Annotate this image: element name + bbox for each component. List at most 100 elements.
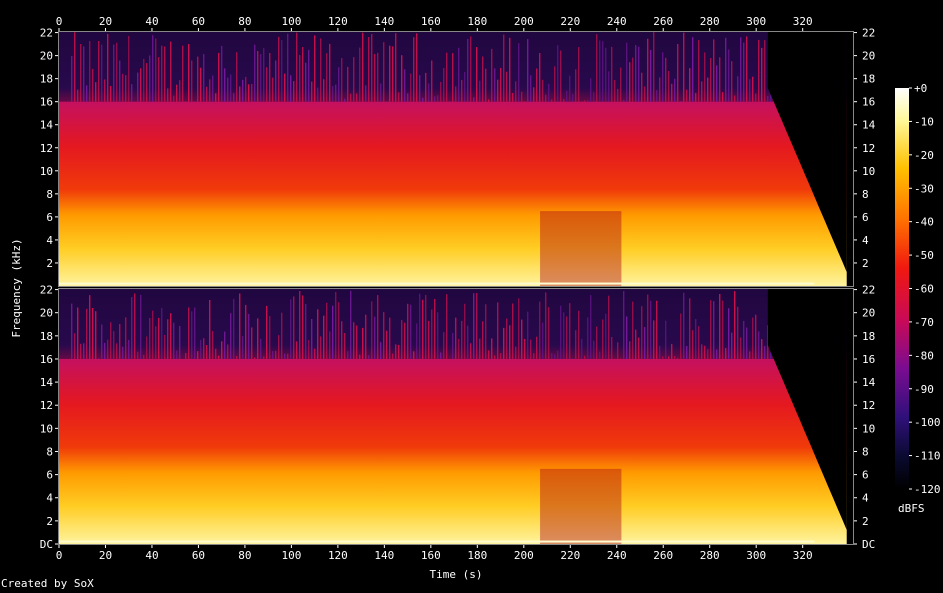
streak [161, 308, 163, 359]
streak [440, 352, 442, 359]
y-tick-label-left: 10 [40, 422, 53, 435]
streak [197, 56, 199, 102]
streak [533, 353, 535, 359]
streak [161, 45, 163, 102]
streak [371, 301, 373, 359]
streak [536, 336, 538, 359]
streak [287, 353, 289, 359]
streak [680, 101, 682, 102]
streak [419, 293, 421, 359]
streak [119, 60, 121, 102]
x-tick-label-bottom: 320 [793, 549, 813, 562]
x-tick-label-bottom: 120 [328, 549, 348, 562]
streak [107, 33, 109, 102]
streak [83, 46, 85, 102]
colorbar-tick-label: -60 [914, 283, 934, 296]
streak [251, 327, 253, 359]
streak [566, 90, 568, 102]
streak [125, 317, 127, 359]
y-tick-label-right: 22 [862, 284, 875, 297]
streak [455, 86, 457, 102]
y-tick-label-left: 14 [40, 376, 54, 389]
streak [662, 356, 664, 359]
streak [623, 291, 625, 359]
y-tick-label-left: 16 [40, 96, 53, 109]
streak [365, 314, 367, 359]
streak [116, 343, 118, 359]
streak [728, 308, 730, 359]
x-tick-label-top: 320 [793, 15, 813, 28]
streak [350, 93, 352, 102]
streak [446, 294, 448, 359]
streak [746, 327, 748, 359]
y-tick-label-right: 18 [862, 73, 875, 86]
streak [197, 351, 199, 359]
streak [674, 356, 676, 359]
streak [317, 309, 319, 359]
streak [509, 37, 511, 102]
streak [368, 355, 370, 359]
y-tick-label-right: 22 [862, 27, 875, 40]
streak [305, 62, 307, 102]
x-axis-bottom: 0 20 40 60 80 100 120 140 160 180 200 220 240 260 280 3… [56, 545, 813, 562]
streak [92, 68, 94, 102]
streak [332, 305, 334, 359]
streak [578, 47, 580, 102]
streak [104, 79, 106, 102]
streak [554, 66, 556, 102]
streak [590, 295, 592, 359]
colorbar-ticks: +0 -10 -20 -30 -40 -50 -60 -70 -80 -90 -100 -110 -12… [909, 82, 941, 496]
y-tick-label-left: 10 [40, 165, 53, 178]
streak [95, 82, 97, 102]
y-tick-label-right: 4 [862, 492, 869, 505]
streak [395, 33, 397, 102]
x-tick-label-top: 300 [746, 15, 766, 28]
streak [188, 44, 190, 102]
streak [305, 303, 307, 359]
streak [530, 75, 532, 102]
streak [575, 330, 577, 359]
y-tick-label-right: 14 [862, 119, 876, 132]
streak [173, 322, 175, 359]
streak [725, 37, 727, 102]
streak [284, 73, 286, 102]
streak [485, 304, 487, 359]
streak [218, 355, 220, 359]
streak [440, 81, 442, 102]
x-tick-label-top: 40 [145, 15, 158, 28]
y-tick-label-left: 8 [46, 445, 53, 458]
streak [149, 318, 151, 359]
streak [542, 79, 544, 102]
streak [521, 319, 523, 359]
streak [665, 57, 667, 102]
streak [332, 86, 334, 102]
streak [143, 58, 145, 102]
streak [365, 85, 367, 102]
streak [278, 335, 280, 359]
streak [524, 101, 526, 102]
streak [302, 295, 304, 359]
streak [233, 93, 235, 102]
streak [98, 358, 100, 359]
streak [311, 319, 313, 359]
streak [752, 76, 754, 102]
streak [629, 62, 631, 102]
streak [113, 44, 115, 102]
x-tick-label-top: 160 [421, 15, 441, 28]
streak [590, 78, 592, 102]
streak [71, 56, 73, 102]
x-tick-label-top: 280 [700, 15, 720, 28]
x-tick-label-bottom: 0 [56, 549, 63, 562]
streak [680, 313, 682, 359]
streak [698, 326, 700, 359]
streak [308, 339, 310, 359]
colorbar-tick-label: -70 [914, 316, 934, 329]
streak [500, 353, 502, 359]
streak [626, 42, 628, 102]
streak [569, 303, 571, 359]
streak [431, 60, 433, 102]
streak [218, 52, 220, 102]
streak [260, 338, 262, 359]
streak [482, 321, 484, 359]
streak [647, 294, 649, 359]
